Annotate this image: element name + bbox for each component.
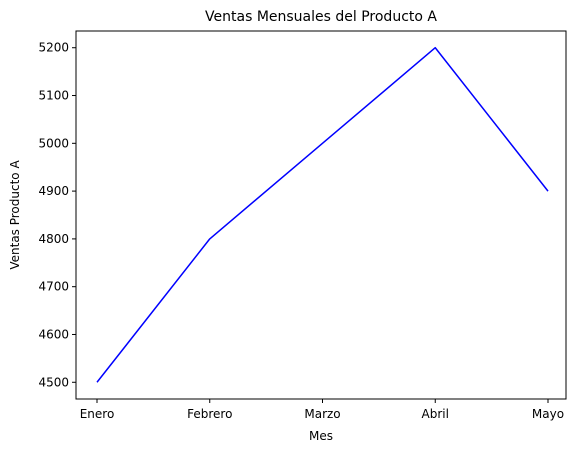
y-tick-label: 5200 xyxy=(38,41,69,55)
y-tick-label: 5000 xyxy=(38,136,69,150)
y-tick-label: 5100 xyxy=(38,89,69,103)
x-axis-label: Mes xyxy=(309,429,333,443)
y-tick-label: 4800 xyxy=(38,232,69,246)
plot-frame xyxy=(75,30,567,400)
y-tick-label: 4500 xyxy=(38,375,69,389)
x-tick-label: Enero xyxy=(80,407,115,421)
y-tick-label: 4700 xyxy=(38,280,69,294)
x-tick-label: Marzo xyxy=(304,407,340,421)
plot-area: 4500 4600 4700 4800 4900 5000 5100 5200 Enero Feb… xyxy=(38,30,567,421)
x-tick-label: Mayo xyxy=(532,407,564,421)
x-tick-label: Febrero xyxy=(187,407,232,421)
y-tick-label: 4600 xyxy=(38,327,69,341)
chart-title: Ventas Mensuales del Producto A xyxy=(205,9,437,25)
y-tick-label: 4900 xyxy=(38,184,69,198)
series-line xyxy=(96,46,549,383)
x-tick-label: Abril xyxy=(422,407,449,421)
y-axis-label: Ventas Producto A xyxy=(8,160,22,270)
